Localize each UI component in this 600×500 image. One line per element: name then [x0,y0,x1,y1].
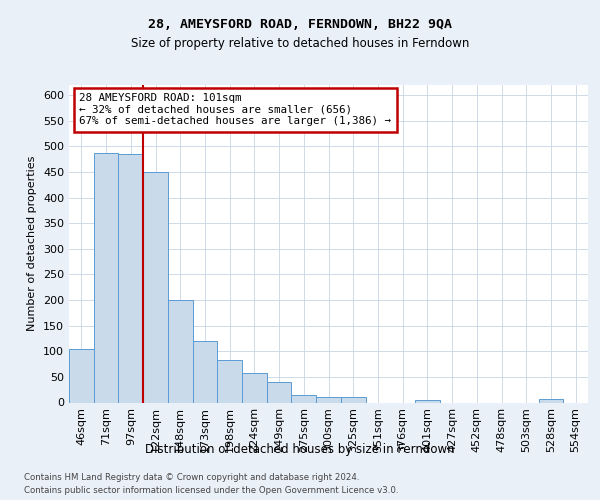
Bar [94,153,118,402]
Bar [193,341,217,402]
Bar [539,399,563,402]
Bar [341,398,365,402]
Bar [118,154,143,402]
Bar [242,374,267,402]
Bar [168,300,193,402]
Bar [316,398,341,402]
Text: 28 AMEYSFORD ROAD: 101sqm
← 32% of detached houses are smaller (656)
67% of semi: 28 AMEYSFORD ROAD: 101sqm ← 32% of detac… [79,93,391,126]
Bar [292,395,316,402]
Y-axis label: Number of detached properties: Number of detached properties [28,156,37,332]
Bar [69,348,94,403]
Bar [217,360,242,403]
Text: Distribution of detached houses by size in Ferndown: Distribution of detached houses by size … [145,442,455,456]
Text: Contains public sector information licensed under the Open Government Licence v3: Contains public sector information licen… [24,486,398,495]
Bar [415,400,440,402]
Text: Contains HM Land Registry data © Crown copyright and database right 2024.: Contains HM Land Registry data © Crown c… [24,472,359,482]
Text: 28, AMEYSFORD ROAD, FERNDOWN, BH22 9QA: 28, AMEYSFORD ROAD, FERNDOWN, BH22 9QA [148,18,452,30]
Bar [143,172,168,402]
Text: Size of property relative to detached houses in Ferndown: Size of property relative to detached ho… [131,38,469,51]
Bar [267,382,292,402]
